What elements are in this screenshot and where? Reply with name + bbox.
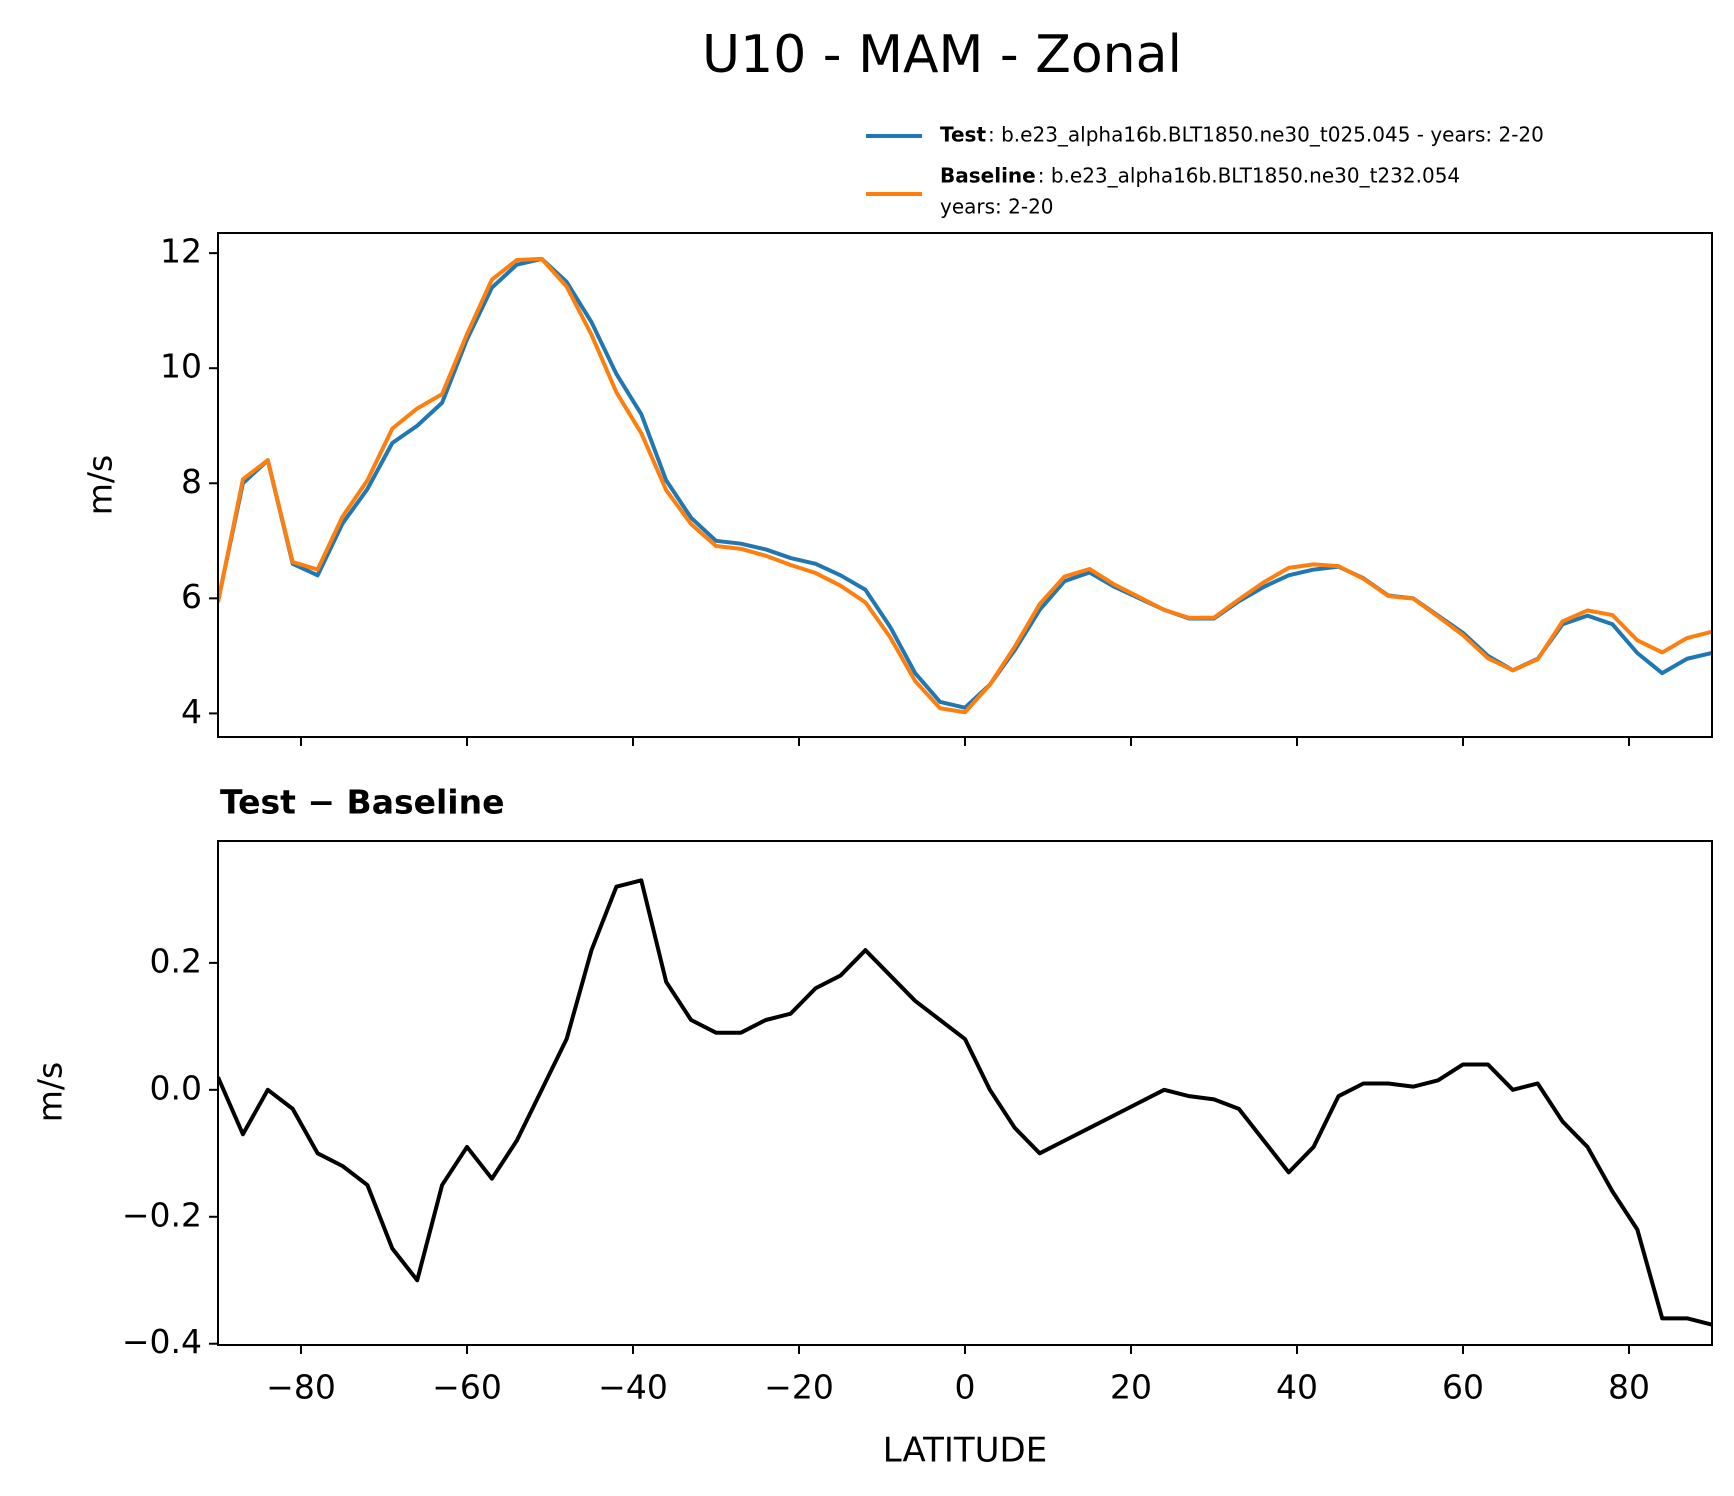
y-tick-label: 0.0 [150,1068,202,1107]
x-tick-label: −20 [764,1368,834,1407]
chart-title: U10 - MAM - Zonal [702,25,1182,85]
x-tick-label: 60 [1442,1368,1484,1407]
x-tick-label: 40 [1276,1368,1318,1407]
x-axis-label: LATITUDE [883,1431,1047,1471]
legend-text: : b.e23_alpha16b.BLT1850.ne30_t025.045 -… [988,123,1544,147]
x-tick-label: 20 [1110,1368,1152,1407]
legend-text: : b.e23_alpha16b.BLT1850.ne30_t232.054 [1038,164,1460,188]
x-tick-label: −60 [432,1368,502,1407]
data-line [218,878,1712,1327]
legend-text: years: 2-20 [940,195,1054,219]
y-tick-label: −0.4 [122,1322,202,1361]
x-tick-label: −80 [266,1368,336,1407]
data-line [218,256,1712,715]
legend-label: Baseline [940,164,1036,188]
x-tick-label: −40 [598,1368,668,1407]
legend-label: Test [940,123,986,147]
y-tick-label: 8 [181,462,202,501]
axes-frame [217,840,1713,1346]
y-tick-label: 4 [181,692,202,731]
y-axis-label: m/s [81,455,120,515]
y-tick-label: 6 [181,577,202,616]
y-tick-label: 10 [160,347,202,386]
y-axis-label: m/s [31,1062,70,1122]
y-tick-label: 12 [160,232,202,271]
subplot-title: Test − Baseline [220,783,505,822]
x-tick-label: 0 [955,1368,976,1407]
axes-frame [217,232,1713,738]
y-tick-label: 0.2 [150,941,202,980]
y-tick-label: −0.2 [122,1195,202,1234]
x-tick-label: 80 [1608,1368,1650,1407]
